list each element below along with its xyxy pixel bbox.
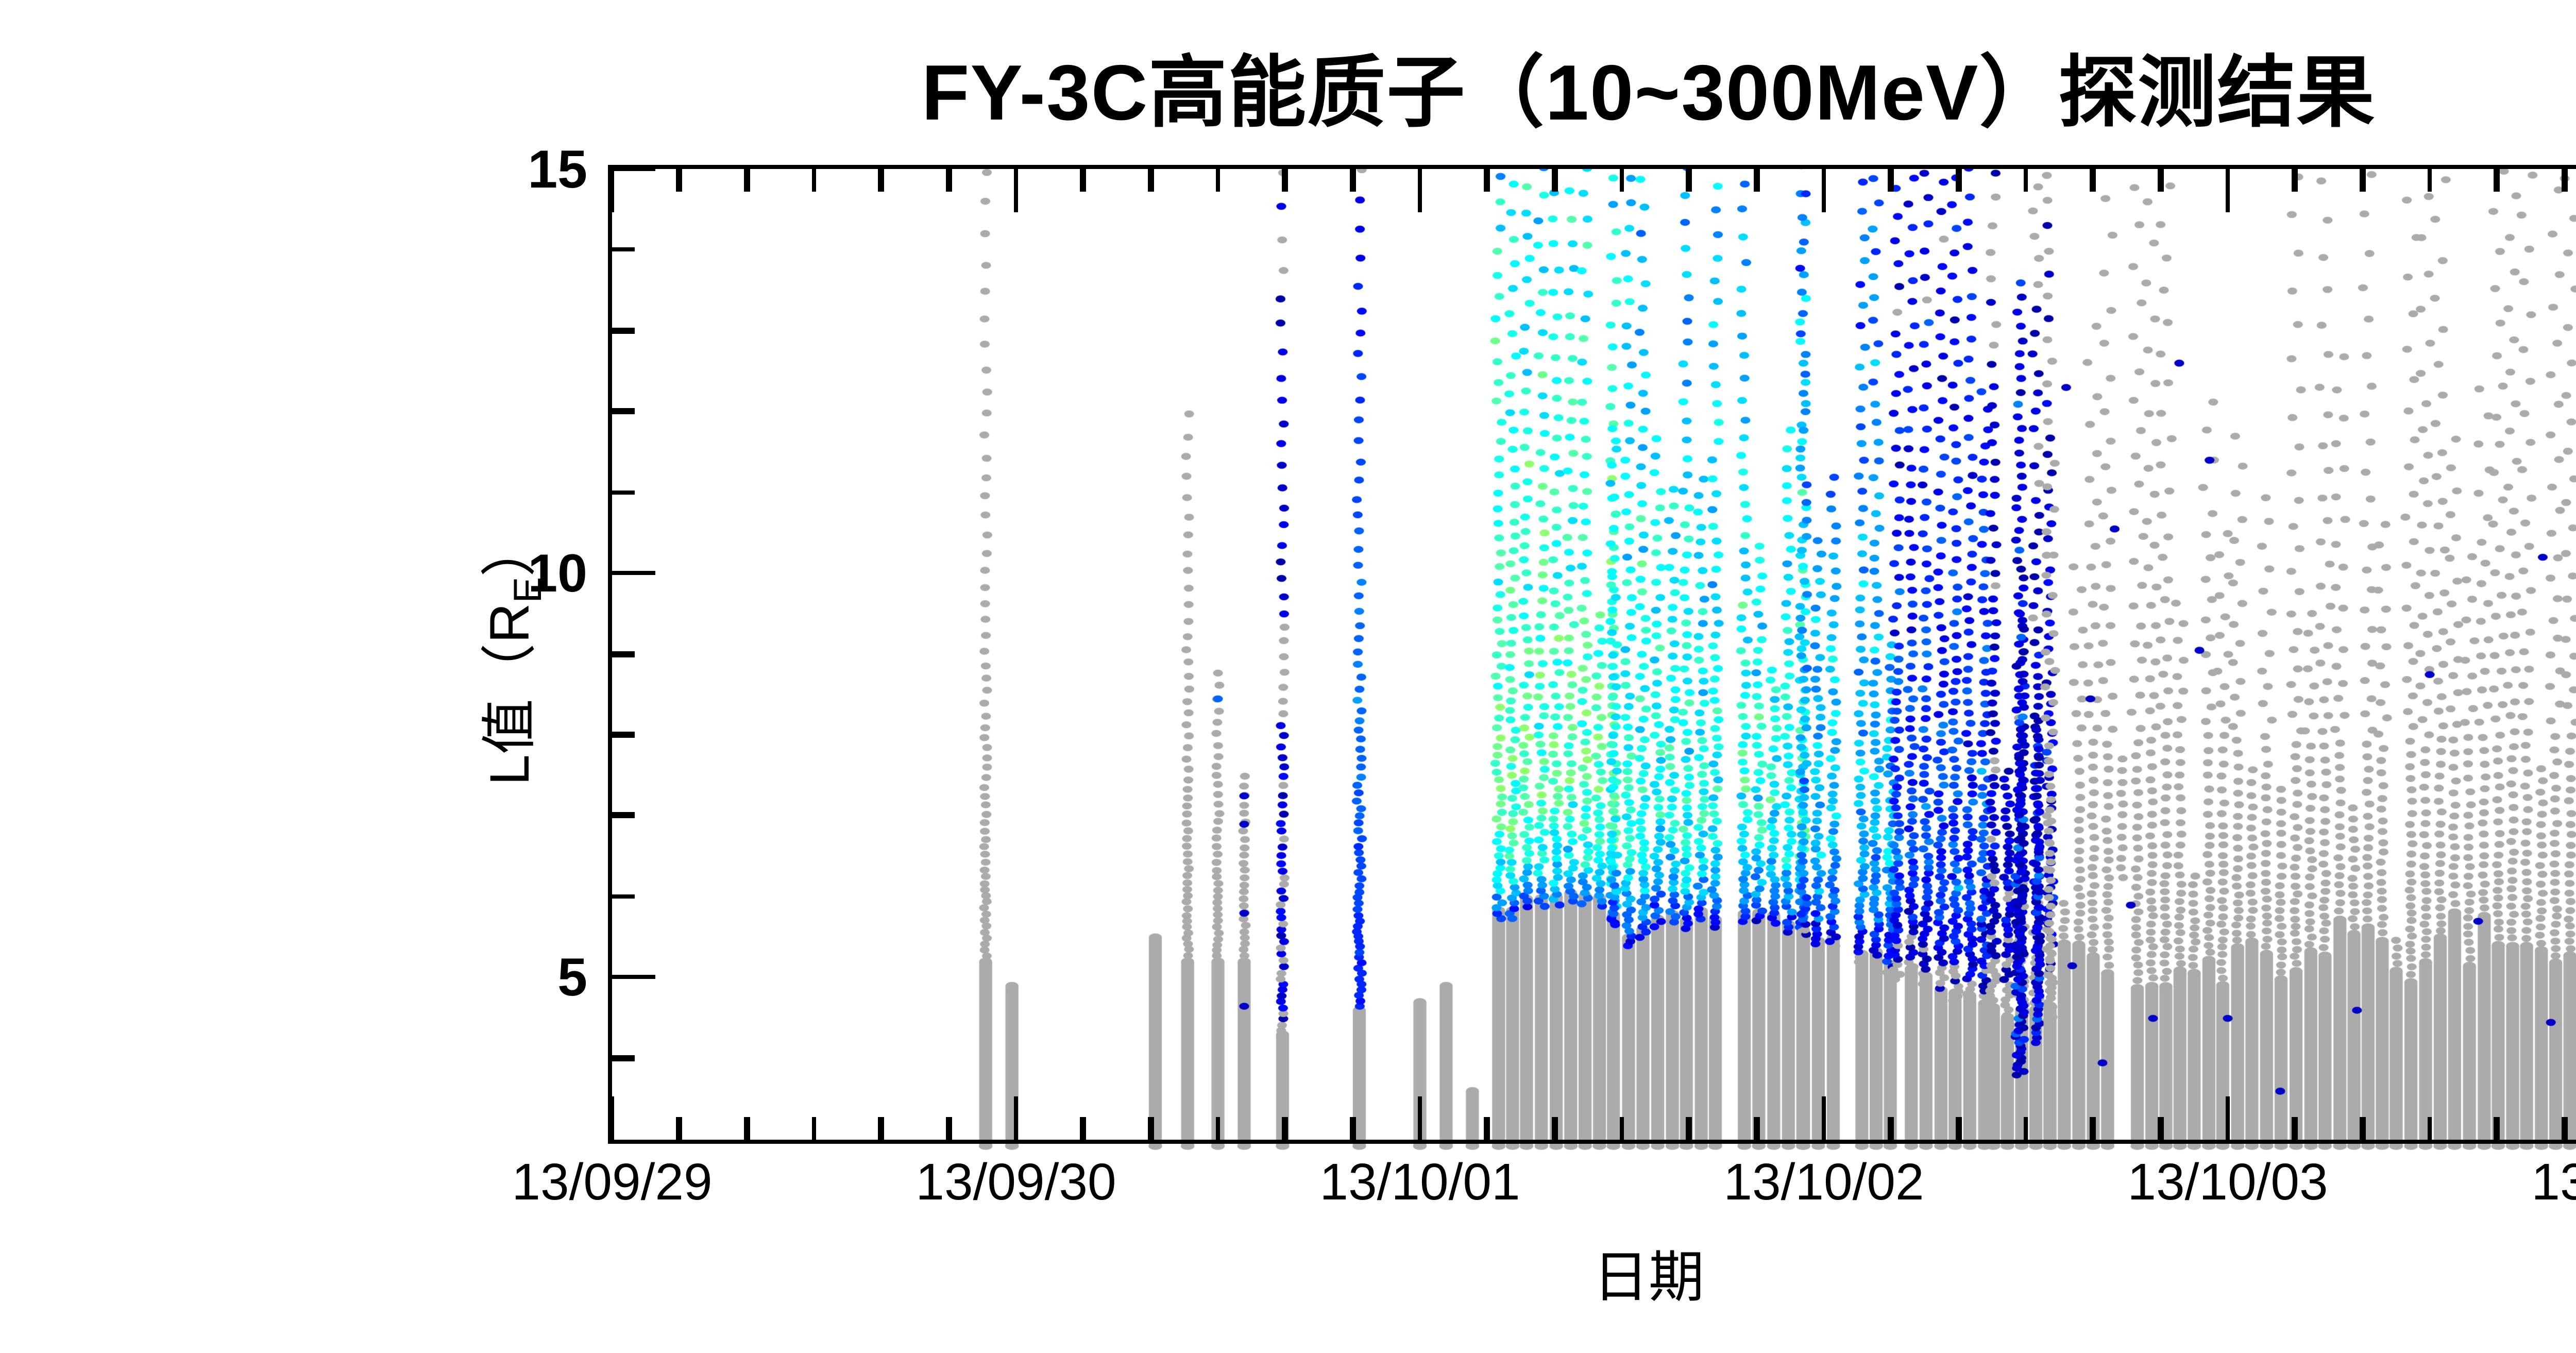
x-minor-tick-top (1484, 169, 1490, 192)
x-major-tick-top (2225, 169, 2230, 212)
y-minor-tick (612, 893, 635, 899)
x-minor-tick-top (1350, 169, 1355, 192)
x-minor-tick (2292, 1116, 2298, 1139)
x-minor-tick-top (811, 169, 817, 192)
x-minor-tick (1215, 1116, 1221, 1139)
x-minor-tick (1282, 1116, 1288, 1139)
x-minor-tick (1686, 1116, 1692, 1139)
x-minor-tick-top (2494, 169, 2500, 192)
y-major-tick (612, 570, 655, 576)
y-major-tick (612, 166, 655, 172)
x-minor-tick-top (1956, 169, 1961, 192)
x-minor-tick (2562, 1116, 2567, 1139)
y-major-tick (612, 974, 655, 980)
x-minor-tick (744, 1116, 750, 1139)
y-tick-label: 5 (557, 946, 587, 1008)
x-minor-tick (1754, 1116, 1759, 1139)
x-major-tick (1417, 1095, 1422, 1139)
x-major-tick (1013, 1095, 1019, 1139)
x-minor-tick (2360, 1116, 2365, 1139)
x-minor-tick-top (676, 169, 682, 192)
y-axis-title-prefix: L值（R (479, 603, 541, 786)
x-minor-tick-top (1686, 169, 1692, 192)
y-tick-label: 10 (528, 542, 587, 604)
x-minor-tick (878, 1116, 884, 1139)
y-minor-tick (612, 813, 635, 818)
x-minor-tick (1619, 1116, 1624, 1139)
x-minor-tick (2427, 1116, 2432, 1139)
x-minor-tick (1148, 1116, 1154, 1139)
y-minor-tick (612, 1055, 635, 1061)
x-minor-tick-top (878, 169, 884, 192)
chart-title: FY-3C高能质子（10~300MeV）探测结果 (921, 52, 2376, 138)
x-minor-tick-top (2090, 169, 2096, 192)
x-tick-label: 13/10/01 (1319, 1153, 1520, 1211)
x-minor-tick-top (1552, 169, 1557, 192)
x-major-tick-top (1013, 169, 1019, 212)
x-minor-tick-top (946, 169, 952, 192)
x-minor-tick-top (2292, 169, 2298, 192)
x-minor-tick (1350, 1116, 1355, 1139)
x-minor-tick-top (744, 169, 750, 192)
x-minor-tick-top (1754, 169, 1759, 192)
x-tick-label: 13/09/29 (512, 1153, 713, 1211)
y-minor-tick (612, 409, 635, 414)
x-minor-tick-top (1282, 169, 1288, 192)
x-minor-tick-top (2023, 169, 2028, 192)
x-minor-tick (1080, 1116, 1086, 1139)
x-minor-tick-top (2158, 169, 2163, 192)
x-minor-tick (2023, 1116, 2028, 1139)
x-axis-title: 日期 (1593, 1247, 1704, 1309)
x-minor-tick-top (2360, 169, 2365, 192)
scatter-plot-canvas (612, 169, 2576, 1151)
x-minor-tick-top (2562, 169, 2567, 192)
x-minor-tick-top (1148, 169, 1154, 192)
x-minor-tick (2158, 1116, 2163, 1139)
x-tick-label: 13/10/02 (1723, 1153, 1924, 1211)
x-minor-tick-top (1080, 169, 1086, 192)
y-minor-tick (612, 651, 635, 656)
x-minor-tick-top (2427, 169, 2432, 192)
x-major-tick (2225, 1095, 2230, 1139)
x-minor-tick (1552, 1116, 1557, 1139)
y-minor-tick (612, 732, 635, 737)
x-major-tick-top (1821, 169, 1826, 212)
x-tick-label: 13/09/30 (916, 1153, 1116, 1211)
x-minor-tick (946, 1116, 952, 1139)
y-minor-tick (612, 247, 635, 252)
x-tick-label: 13/10/03 (2127, 1153, 2328, 1211)
x-major-tick (609, 1095, 615, 1139)
x-tick-label: 13/10/04 (2531, 1153, 2576, 1211)
x-minor-tick (676, 1116, 682, 1139)
x-minor-tick (1956, 1116, 1961, 1139)
y-minor-tick (612, 328, 635, 333)
x-major-tick (1821, 1095, 1826, 1139)
x-minor-tick-top (1619, 169, 1624, 192)
x-minor-tick-top (1215, 169, 1221, 192)
x-minor-tick (1484, 1116, 1490, 1139)
x-minor-tick (2494, 1116, 2500, 1139)
x-minor-tick (2090, 1116, 2096, 1139)
x-major-tick-top (609, 169, 615, 212)
x-minor-tick-top (1888, 169, 1894, 192)
y-tick-label: 15 (528, 138, 587, 200)
x-major-tick-top (1417, 169, 1422, 212)
x-minor-tick (811, 1116, 817, 1139)
y-minor-tick (612, 489, 635, 495)
x-minor-tick (1888, 1116, 1894, 1139)
